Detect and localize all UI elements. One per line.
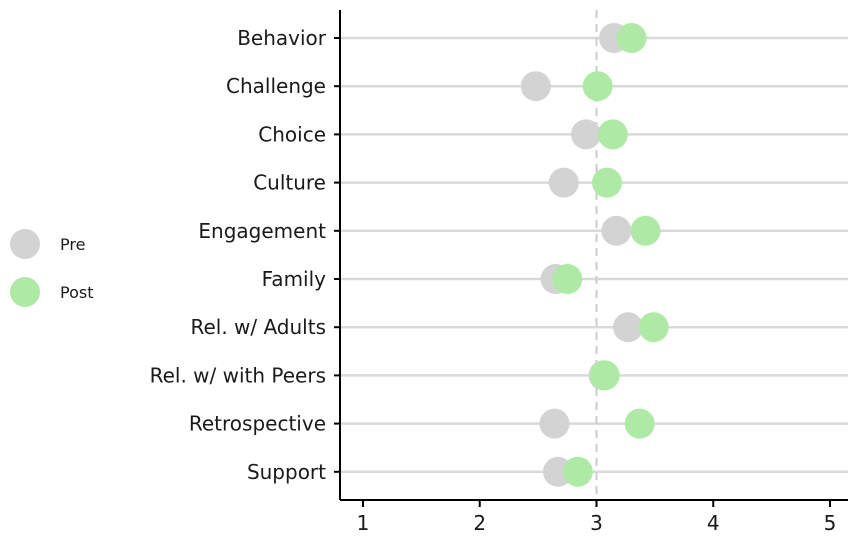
x-tick-label-5: 5 <box>824 511 837 535</box>
legend-marker-pre <box>10 229 40 259</box>
point-pre-culture <box>548 167 579 198</box>
category-labels: Behavior Challenge Choice Culture Engagement… <box>150 26 327 484</box>
category-label-challenge: Challenge <box>226 74 326 98</box>
point-pre-challenge <box>520 71 551 102</box>
x-axis-ticks: 1 2 3 4 5 <box>357 500 837 535</box>
y-tick-marks <box>334 37 340 473</box>
point-post-support <box>562 456 593 487</box>
x-tick-label-3: 3 <box>590 511 603 535</box>
data-points <box>520 23 669 487</box>
category-label-rel-w-adults: Rel. w/ Adults <box>190 315 326 339</box>
category-label-support: Support <box>247 460 326 484</box>
point-post-behavior <box>616 23 647 53</box>
point-post-rel-w-with-peers <box>589 360 620 391</box>
legend-label-pre: Pre <box>60 235 85 254</box>
point-post-engagement <box>630 215 661 246</box>
category-label-engagement: Engagement <box>198 219 326 243</box>
x-tick-label-1: 1 <box>357 511 370 535</box>
point-pre-engagement <box>601 215 632 246</box>
category-label-choice: Choice <box>258 122 326 146</box>
legend: Pre Post <box>10 229 93 307</box>
point-pre-retrospective <box>539 408 570 439</box>
category-label-behavior: Behavior <box>237 26 327 50</box>
point-post-rel-w-adults <box>638 312 669 343</box>
point-post-challenge <box>582 71 613 102</box>
category-label-retrospective: Retrospective <box>189 412 326 436</box>
legend-label-post: Post <box>60 283 93 302</box>
point-pre-choice <box>570 119 601 150</box>
point-post-choice <box>597 119 628 150</box>
category-label-culture: Culture <box>253 171 326 195</box>
legend-marker-post <box>10 277 40 307</box>
x-tick-label-2: 2 <box>473 511 486 535</box>
gridlines <box>340 36 848 474</box>
point-pre-rel-w-adults <box>613 312 644 343</box>
point-post-retrospective <box>624 408 655 439</box>
point-post-family <box>552 264 583 294</box>
x-tick-label-4: 4 <box>707 511 720 535</box>
point-post-culture <box>592 167 623 198</box>
category-label-family: Family <box>262 267 327 291</box>
category-label-rel-w-with-peers: Rel. w/ with Peers <box>150 363 326 387</box>
